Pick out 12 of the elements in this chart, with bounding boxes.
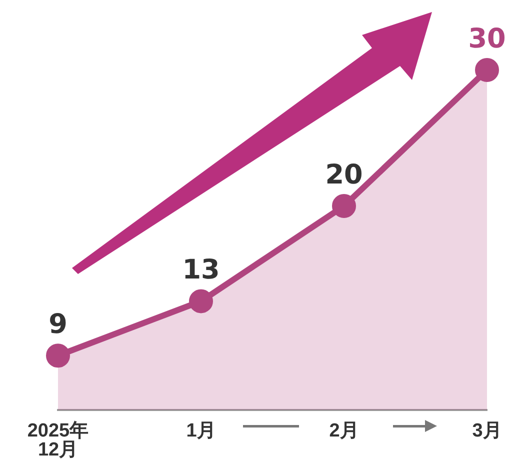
data-label: 30 [468,24,506,55]
point [46,344,70,368]
x-tick-label: 3月 [472,420,502,442]
point [332,194,356,218]
point [189,289,213,314]
point [475,58,499,82]
x-tick-label: 2025年 12月 [27,420,89,461]
x-tick-label: 2月 [329,420,359,442]
x-tick-label: 1月 [186,420,216,442]
data-label: 9 [48,309,68,340]
data-label: 20 [325,160,363,191]
data-label: 13 [182,254,220,286]
